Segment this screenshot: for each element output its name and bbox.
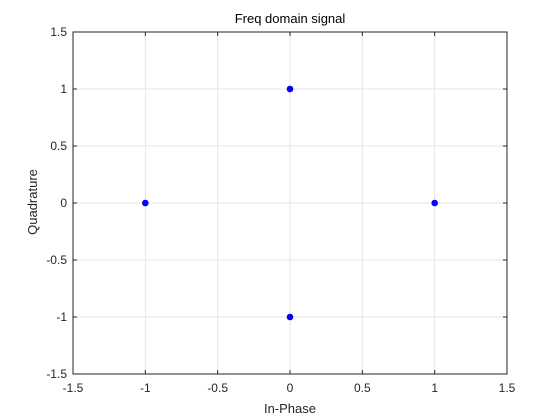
data-point — [142, 200, 149, 207]
y-tick-label: 1 — [60, 82, 67, 96]
x-tick-label: -1 — [140, 381, 151, 395]
data-point — [287, 86, 294, 93]
data-point — [287, 314, 294, 321]
x-tick-label: 0.5 — [354, 381, 371, 395]
x-tick-label: 1.5 — [499, 381, 516, 395]
y-axis-title: Quadrature — [25, 169, 40, 235]
y-tick-label: 0 — [60, 196, 67, 210]
y-tick-label: 0.5 — [50, 139, 67, 153]
y-tick-label: -1 — [56, 310, 67, 324]
x-tick-label: -0.5 — [207, 381, 228, 395]
chart-title: Freq domain signal — [235, 11, 346, 26]
x-tick-label: 1 — [431, 381, 438, 395]
y-tick-label: -1.5 — [46, 367, 67, 381]
x-tick-label: 0 — [287, 381, 294, 395]
y-tick-label: 1.5 — [50, 25, 67, 39]
data-point — [431, 200, 438, 207]
x-tick-label: -1.5 — [63, 381, 84, 395]
x-axis-title: In-Phase — [264, 401, 316, 416]
y-tick-label: -0.5 — [46, 253, 67, 267]
